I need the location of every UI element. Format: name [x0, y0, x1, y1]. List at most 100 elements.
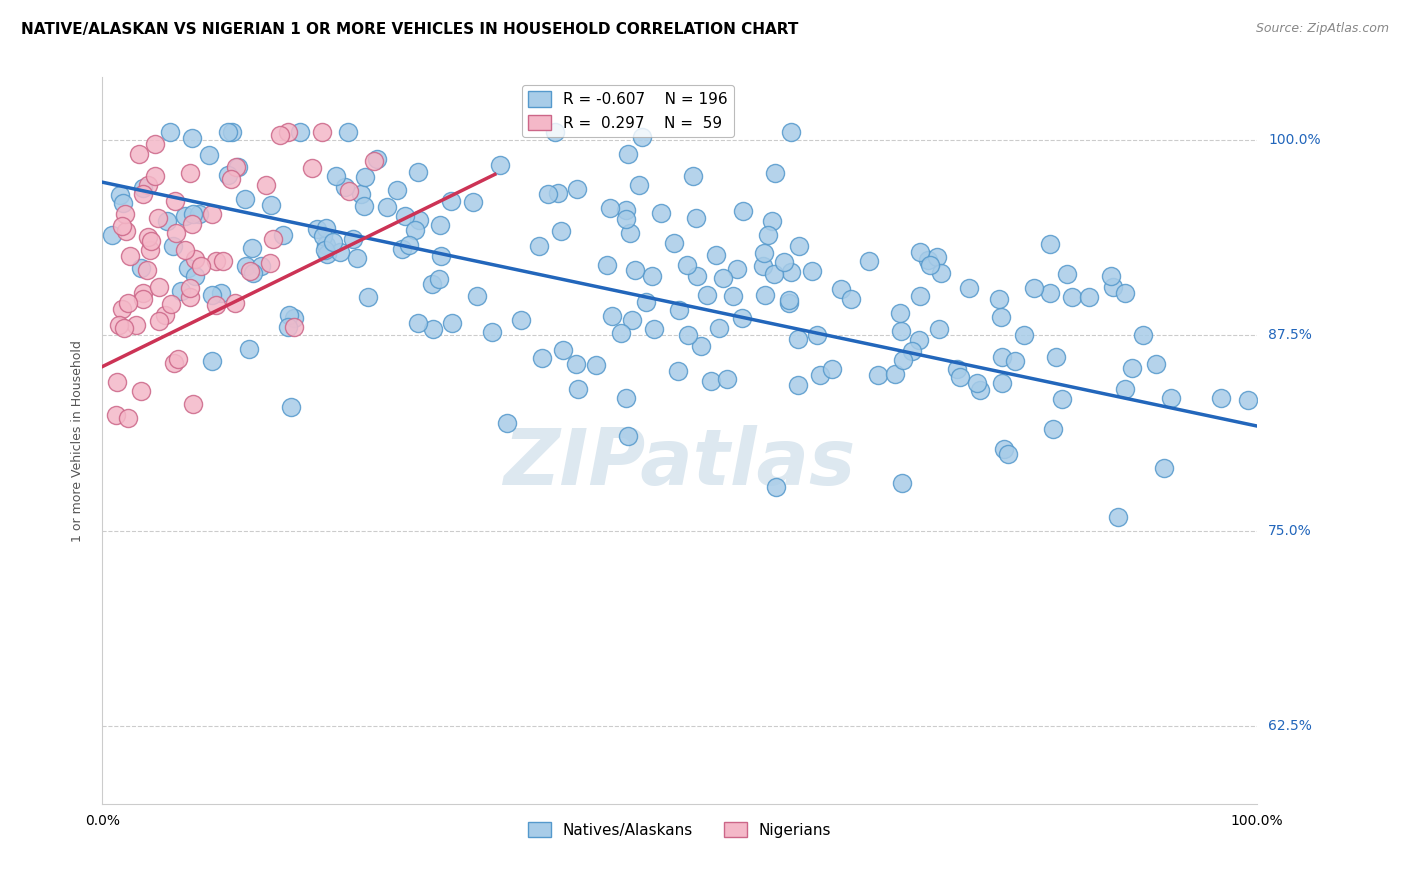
Point [616, 392, 638, 406]
Point [357, 289, 380, 303]
Point [316, 247, 339, 261]
Point [366, 152, 388, 166]
Text: 75.0%: 75.0% [1268, 524, 1312, 538]
Point [159, 125, 181, 139]
Point [131, 292, 153, 306]
Point [201, 354, 224, 368]
Point [1014, 327, 1036, 342]
Point [179, 281, 201, 295]
Point [217, 168, 239, 182]
Point [337, 184, 360, 198]
Point [711, 270, 734, 285]
Point [758, 228, 780, 243]
Point [385, 183, 408, 197]
Point [752, 260, 775, 274]
Point [283, 311, 305, 326]
Point [1042, 422, 1064, 436]
Point [631, 130, 654, 145]
Point [205, 298, 228, 312]
Point [689, 339, 711, 353]
Point [488, 158, 510, 172]
Point [170, 284, 193, 298]
Point [602, 309, 624, 323]
Point [269, 128, 291, 142]
Point [585, 358, 607, 372]
Point [725, 262, 748, 277]
Point [1062, 290, 1084, 304]
Point [1237, 393, 1260, 408]
Point [707, 321, 730, 335]
Point [678, 328, 700, 343]
Point [621, 313, 644, 327]
Point [325, 169, 347, 183]
Point [177, 261, 200, 276]
Point [900, 344, 922, 359]
Point [315, 238, 337, 252]
Point [311, 125, 333, 139]
Point [891, 353, 914, 368]
Point [333, 180, 356, 194]
Point [156, 214, 179, 228]
Point [830, 282, 852, 296]
Point [761, 214, 783, 228]
Point [219, 172, 242, 186]
Point [527, 239, 550, 253]
Point [617, 147, 640, 161]
Point [1024, 281, 1046, 295]
Point [260, 198, 283, 212]
Point [117, 296, 139, 310]
Point [224, 296, 246, 310]
Point [780, 125, 803, 139]
Point [925, 250, 948, 264]
Point [668, 303, 690, 318]
Point [619, 226, 641, 240]
Point [889, 306, 911, 320]
Point [682, 169, 704, 184]
Point [1211, 391, 1233, 405]
Point [155, 308, 177, 322]
Point [180, 131, 202, 145]
Point [1107, 510, 1129, 524]
Point [567, 182, 589, 196]
Point [139, 235, 162, 249]
Point [676, 258, 699, 272]
Point [165, 226, 187, 240]
Point [721, 289, 744, 303]
Point [1121, 361, 1143, 376]
Point [1114, 286, 1136, 301]
Point [565, 357, 588, 371]
Text: Source: ZipAtlas.com: Source: ZipAtlas.com [1256, 22, 1389, 36]
Point [288, 125, 311, 139]
Point [733, 204, 755, 219]
Point [662, 235, 685, 250]
Point [131, 181, 153, 195]
Point [599, 201, 621, 215]
Point [201, 207, 224, 221]
Point [135, 262, 157, 277]
Text: 62.5%: 62.5% [1268, 719, 1312, 733]
Point [550, 224, 572, 238]
Point [801, 264, 824, 278]
Point [240, 241, 263, 255]
Point [184, 268, 207, 283]
Point [346, 251, 368, 265]
Point [114, 207, 136, 221]
Point [779, 265, 801, 279]
Point [891, 476, 914, 491]
Point [159, 296, 181, 310]
Point [1039, 236, 1062, 251]
Point [108, 318, 131, 333]
Point [112, 321, 135, 335]
Point [772, 255, 794, 269]
Point [278, 308, 301, 322]
Point [704, 248, 727, 262]
Point [277, 319, 299, 334]
Point [567, 382, 589, 396]
Point [111, 301, 134, 316]
Point [262, 232, 284, 246]
Point [181, 207, 204, 221]
Point [685, 211, 707, 225]
Point [614, 211, 637, 226]
Point [918, 258, 941, 272]
Point [179, 290, 201, 304]
